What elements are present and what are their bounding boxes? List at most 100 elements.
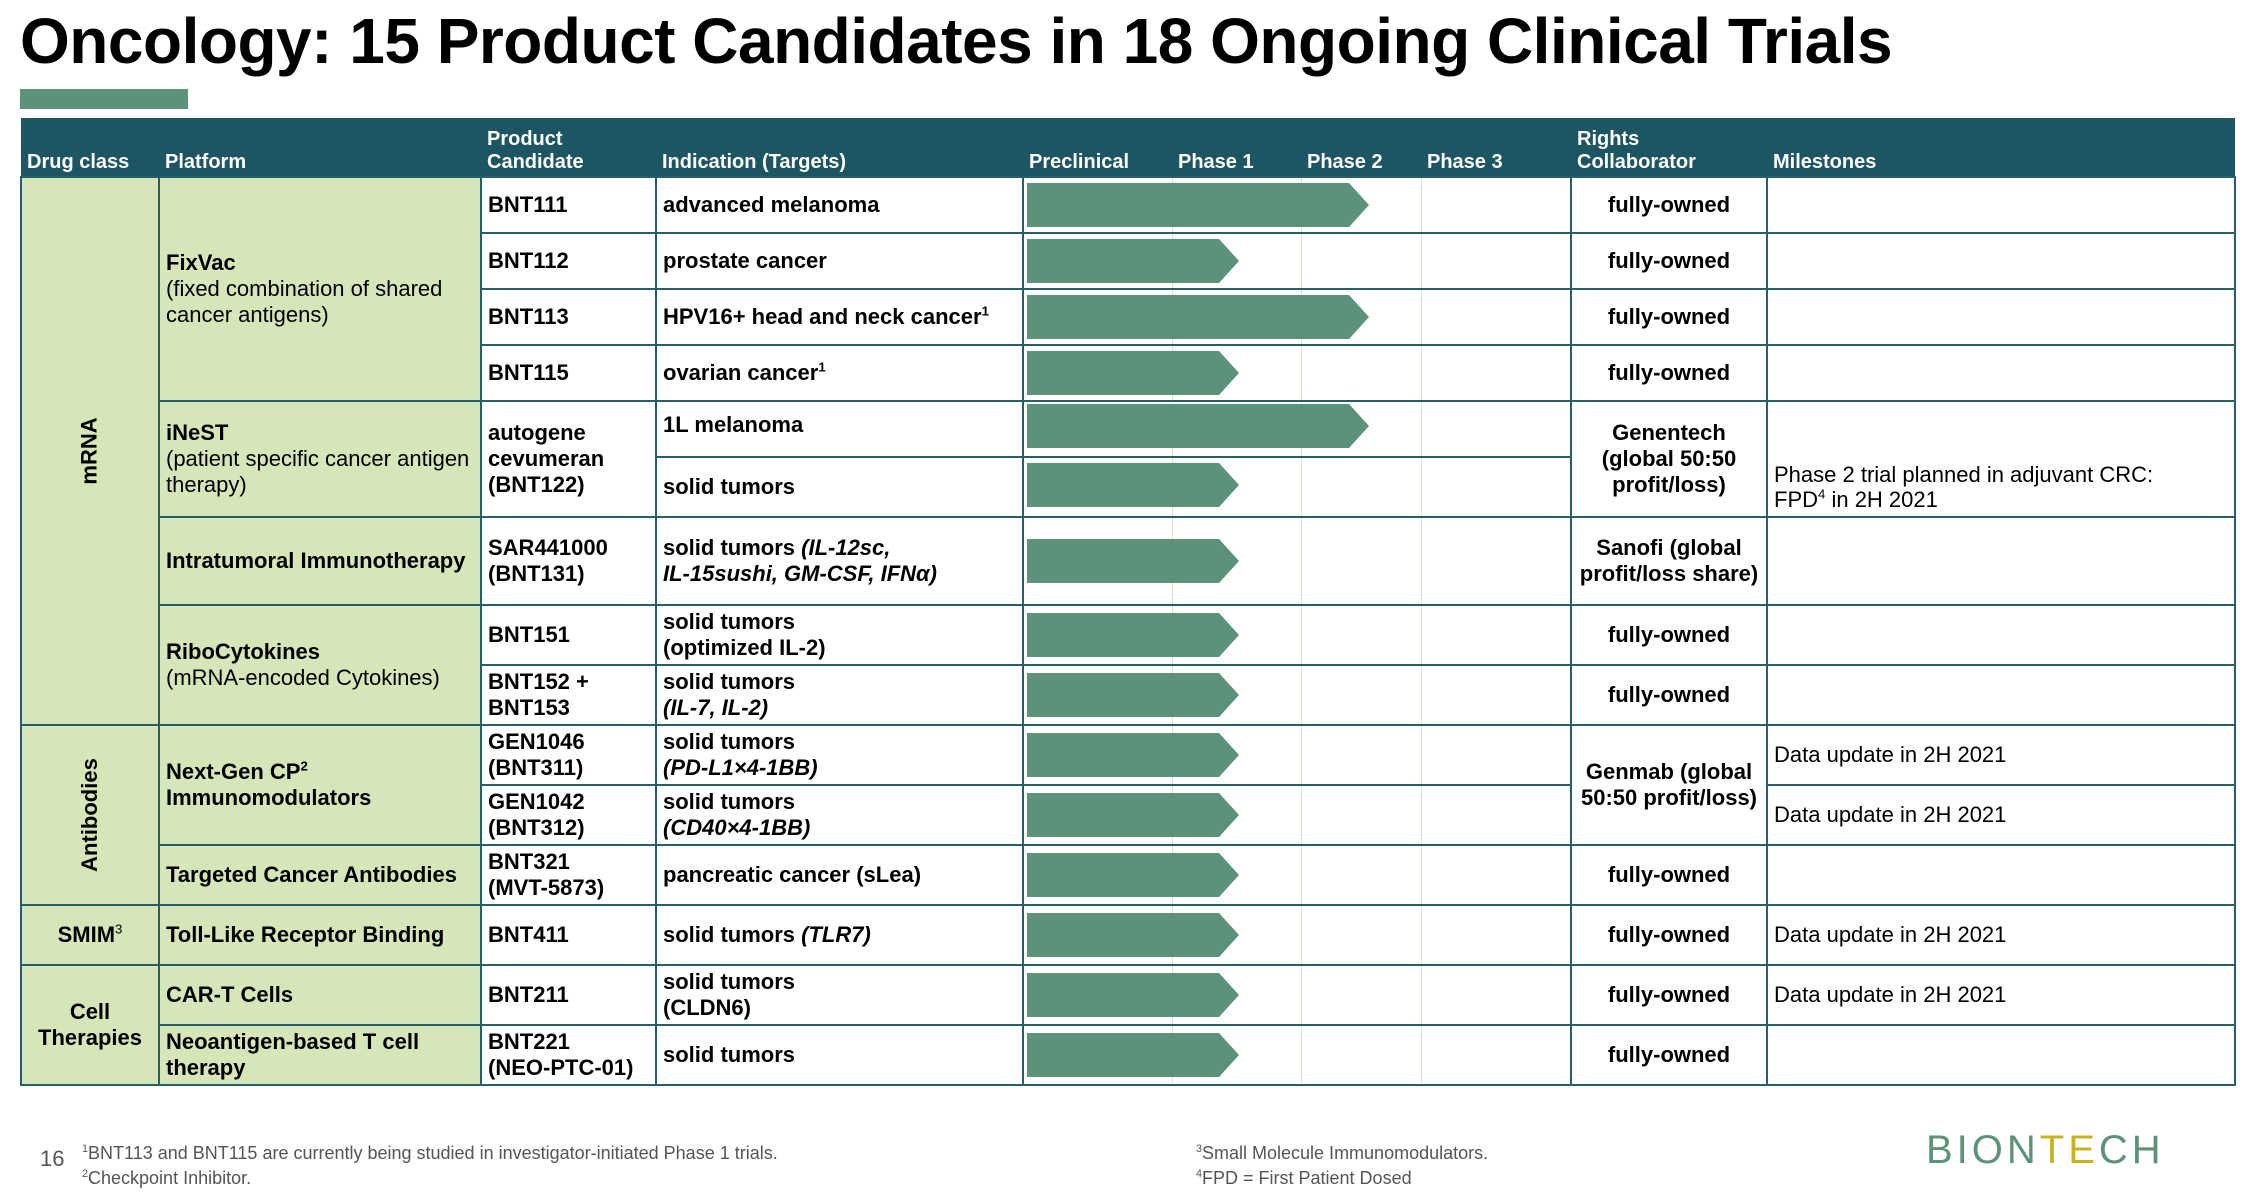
phase-column-divider: [1421, 346, 1422, 400]
phase-column-divider: [1301, 346, 1302, 400]
table-header-row: Drug class Platform Product Candidate Ind…: [21, 118, 2235, 177]
indication-cell: solid tumors: [655, 1024, 1024, 1086]
phase-progress-arrow: [1027, 673, 1239, 717]
phase-column-divider: [1421, 290, 1422, 344]
drug-class-cell-therapies: Cell Therapies: [20, 964, 160, 1086]
milestone-cell: [1766, 400, 2236, 457]
phase-cell: [1022, 176, 1572, 234]
indication-cell: HPV16+ head and neck cancer1: [655, 288, 1024, 346]
phase-column-divider: [1421, 846, 1422, 904]
rights-cell: Genmab (global 50:50 profit/loss): [1570, 724, 1768, 846]
indication-cell: solid tumors: [655, 456, 1024, 518]
platform-ribocytokines: RiboCytokines (mRNA-encoded Cytokines): [158, 604, 482, 726]
phase-column-divider: [1301, 786, 1302, 844]
phase-progress-arrow: [1027, 539, 1239, 583]
drug-class-smim: SMIM3: [20, 904, 160, 966]
candidate-cell: BNT151: [480, 604, 657, 666]
header-phases: Preclinical Phase 1 Phase 2 Phase 3: [1023, 118, 1571, 177]
milestone-cell: [1766, 232, 2236, 290]
platform-inest-desc: (patient specific cancer antigen therapy…: [166, 446, 470, 497]
candidate-cell: SAR441000 (BNT131): [480, 516, 657, 606]
indication-cell: advanced melanoma: [655, 176, 1024, 234]
platform-fixvac-name: FixVac: [166, 250, 236, 275]
header-candidate-line2: Candidate: [487, 151, 584, 173]
phase-cell: [1022, 516, 1572, 606]
header-candidate: Product Candidate: [481, 118, 656, 177]
phase-progress-arrow: [1027, 913, 1239, 957]
platform-intratumoral: Intratumoral Immunotherapy: [158, 516, 482, 606]
phase-column-divider: [1421, 786, 1422, 844]
phase-column-divider: [1421, 726, 1422, 784]
indication-cell: solid tumors (TLR7): [655, 904, 1024, 966]
phase-column-divider: [1301, 846, 1302, 904]
phase-column-divider: [1421, 1026, 1422, 1084]
phase-cell: [1022, 1024, 1572, 1086]
platform-inest: iNeST (patient specific cancer antigen th…: [158, 400, 482, 518]
phase-progress-arrow: [1027, 793, 1239, 837]
platform-neoantigen: Neoantigen-based T cell therapy: [158, 1024, 482, 1086]
candidate-cell: BNT411: [480, 904, 657, 966]
header-rights: Rights Collaborator: [1571, 118, 1767, 177]
header-rights-line1: Rights: [1577, 128, 1640, 150]
header-indication: Indication (Targets): [656, 118, 1023, 177]
header-phase2: Phase 2: [1307, 151, 1383, 173]
candidate-cell: BNT111: [480, 176, 657, 234]
phase-cell: [1022, 784, 1572, 846]
footnotes-right: 3Small Molecule Immunomodulators. 4FPD =…: [1196, 1141, 1488, 1191]
phase-cell: [1022, 904, 1572, 966]
table-row: BNT115 ovarian cancer1 fully-owned: [21, 344, 2236, 402]
rights-cell: Genentech (global 50:50 profit/loss): [1570, 400, 1768, 518]
phase-column-divider: [1421, 518, 1422, 604]
footnote-4: 4FPD = First Patient Dosed: [1196, 1168, 1412, 1188]
candidate-cell: GEN1046 (BNT311): [480, 724, 657, 786]
candidate-cell: GEN1042 (BNT312): [480, 784, 657, 846]
header-drug-class: Drug class: [21, 118, 159, 177]
milestone-cell: [1766, 516, 2236, 606]
indication-cell: ovarian cancer1: [655, 344, 1024, 402]
rights-cell: fully-owned: [1570, 288, 1768, 346]
phase-cell: [1022, 288, 1572, 346]
candidate-cell: BNT152 + BNT153: [480, 664, 657, 726]
page-number: 16: [40, 1146, 65, 1171]
indication-cell: prostate cancer: [655, 232, 1024, 290]
header-phase3: Phase 3: [1427, 151, 1503, 173]
platform-toll-like: Toll-Like Receptor Binding: [158, 904, 482, 966]
drug-class-antibodies: Antibodies: [20, 724, 160, 906]
phase-column-divider: [1421, 402, 1422, 456]
milestone-cell: [1766, 604, 2236, 666]
platform-nextgen-cp: Next-Gen CP2 Immunomodulators: [158, 724, 482, 846]
table-row: Cell Therapies CAR-T Cells BNT211 solid t…: [20, 964, 2236, 1086]
phase-cell: [1022, 964, 1572, 1026]
table-row: Neoantigen-based T cell therapy BNT221 (N…: [21, 1024, 2236, 1086]
milestone-cell: Phase 2 trial planned in adjuvant CRC: FP…: [1766, 457, 2236, 518]
phase-progress-arrow: [1027, 183, 1369, 227]
table-row: SMIM3 Toll-Like Receptor Binding BNT411 …: [20, 904, 2236, 966]
phase-column-divider: [1301, 606, 1302, 664]
drug-class-mrna: mRNA: [20, 176, 160, 726]
table-row: solid tumors Phase 2 trial planned in ad…: [21, 456, 2236, 518]
rights-cell: Sanofi (global profit/loss share): [1570, 516, 1768, 606]
header-phase1: Phase 1: [1178, 151, 1254, 173]
header-platform: Platform: [159, 118, 481, 177]
header-rights-line2: Collaborator: [1577, 151, 1696, 173]
table-row: BNT152 + BNT153 solid tumors (IL-7, IL-2) …: [21, 664, 2236, 726]
table-row: RiboCytokines (mRNA-encoded Cytokines) BN…: [21, 604, 2236, 726]
platform-ribo-desc: (mRNA-encoded Cytokines): [166, 665, 440, 690]
indication-cell: 1L melanoma: [655, 400, 1024, 458]
rights-cell: fully-owned: [1570, 344, 1768, 402]
page-title: Oncology: 15 Product Candidates in 18 On…: [20, 5, 1893, 77]
platform-targeted-antibodies: Targeted Cancer Antibodies: [158, 844, 482, 906]
phase-column-divider: [1301, 234, 1302, 288]
candidate-cell: BNT211: [480, 964, 657, 1026]
indication-cell: solid tumors (CD40×4-1BB): [655, 784, 1024, 846]
phase-progress-arrow: [1027, 463, 1239, 507]
milestone-cell: [1766, 664, 2236, 726]
phase-column-divider: [1421, 234, 1422, 288]
platform-fixvac: FixVac (fixed combination of shared cance…: [158, 176, 482, 402]
table-row: BNT113 HPV16+ head and neck cancer1 full…: [21, 288, 2236, 346]
rights-cell: fully-owned: [1570, 664, 1768, 726]
footnote-3: 3Small Molecule Immunomodulators.: [1196, 1143, 1489, 1163]
header-candidate-line1: Product: [487, 128, 563, 150]
title-accent-bar: [20, 89, 188, 109]
phase-cell: [1022, 456, 1572, 518]
